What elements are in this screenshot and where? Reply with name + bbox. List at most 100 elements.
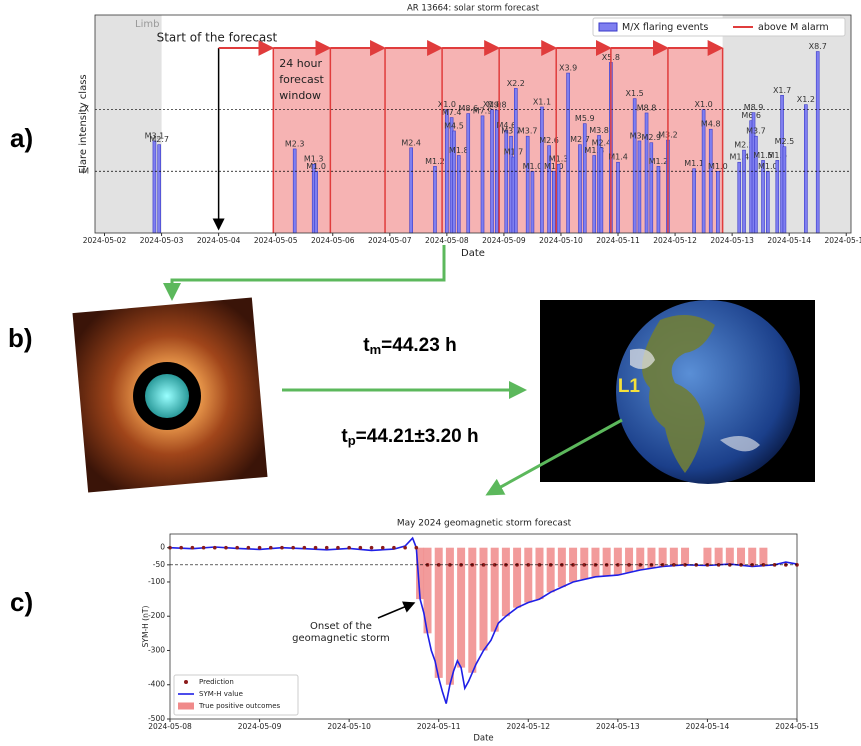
- flare-label: M1.3: [304, 155, 324, 164]
- flare-label: X1.1: [533, 97, 551, 106]
- flare-bar: [292, 148, 297, 234]
- flare-chart: AR 13664: solar storm forecastLimbLimbM3…: [78, 4, 861, 260]
- onset-annotation: geomagnetic storm: [292, 633, 390, 644]
- measured-transit: tm=44.23 h: [363, 335, 456, 357]
- flare-label: M2.6: [539, 136, 559, 145]
- prediction-dot: [537, 563, 542, 567]
- y-tick-label: -50: [153, 560, 165, 569]
- flare-bar: [314, 170, 318, 234]
- prediction-dot: [257, 545, 262, 550]
- y-tick-label: X: [84, 105, 89, 114]
- legend-label: SYM-H value: [199, 690, 243, 698]
- true-positive-bar: [636, 547, 645, 570]
- y-tick-label: 0: [160, 543, 165, 552]
- flare-label: M3.8: [589, 126, 609, 135]
- earth-image: [540, 300, 815, 484]
- prediction-dot: [224, 545, 228, 550]
- true-positive-bar: [490, 547, 499, 632]
- storm-chart: May 2024 geomagnetic storm forecast 0 -50 -…: [141, 519, 819, 744]
- flare-bar: [782, 146, 787, 234]
- legend-box: [173, 674, 299, 716]
- x-tick-label: 2024-05-10: [327, 722, 371, 731]
- flare-bar: [433, 166, 437, 234]
- y-axis-label: SYM-H (nT): [141, 606, 150, 648]
- true-positive-bar: [625, 547, 634, 573]
- limb-label: Limb: [135, 19, 159, 30]
- onset-arrow: [377, 601, 416, 619]
- legend-swatch: [178, 702, 194, 710]
- flare-label: M2.2: [734, 141, 754, 150]
- flare-label: M5.9: [575, 114, 595, 123]
- predicted-transit: tp=44.21±3.20 h: [341, 426, 478, 448]
- flare-label: X1.0: [695, 100, 713, 109]
- flare-bar: [656, 166, 661, 234]
- true-positive-bar: [416, 547, 425, 600]
- prediction-dot: [336, 545, 340, 550]
- legend-label: M/X flaring events: [622, 22, 708, 33]
- true-positive-bar: [501, 547, 510, 617]
- l1-label: L1: [618, 376, 641, 397]
- true-positive-bar: [513, 547, 522, 608]
- flare-bar: [466, 113, 471, 234]
- legend-box: [592, 17, 846, 37]
- forecast-window-label: window: [279, 89, 321, 102]
- flare-bar: [525, 135, 530, 234]
- x-tick-label: 2024-05-02: [83, 236, 127, 245]
- flare-bar: [742, 149, 746, 234]
- true-positive-bar: [658, 547, 667, 567]
- x-tick-label: 2024-05-12: [653, 236, 697, 245]
- flare-label: X8.7: [809, 42, 827, 51]
- prediction-dot: [190, 545, 195, 550]
- true-positive-bar: [703, 547, 712, 566]
- flare-label: M3.7: [746, 127, 766, 136]
- chart-title: May 2024 geomagnetic storm forecast: [397, 519, 572, 529]
- prediction-dot: [268, 545, 273, 550]
- x-tick-label: 2024-05-05: [254, 236, 298, 245]
- prediction-dot: [235, 545, 239, 550]
- prediction-dot: [492, 563, 497, 567]
- flare-label: M3.7: [518, 127, 538, 136]
- x-tick-label: 2024-05-04: [197, 236, 241, 245]
- flare-label: M1.4: [729, 153, 749, 162]
- prediction-dot: [392, 545, 396, 550]
- flare-label: M9.8: [487, 101, 507, 110]
- flare-label: X1.2: [797, 95, 815, 104]
- x-axis-label: Date: [461, 248, 485, 259]
- prediction-dot: [672, 563, 676, 567]
- flare-label: M1.3: [549, 155, 569, 164]
- y-tick-label: -200: [148, 611, 165, 620]
- flare-label: M2.7: [570, 135, 590, 144]
- x-tick-label: 2024-05-14: [686, 722, 730, 731]
- forecast-window-label: 24 hour: [279, 57, 322, 70]
- true-positive-bar: [737, 547, 746, 566]
- flare-label: M8.8: [637, 103, 657, 112]
- flare-bar: [644, 112, 649, 234]
- flare-bar: [616, 161, 620, 234]
- x-tick-label: 2024-05-03: [140, 236, 184, 245]
- onset-annotation: Onset of the: [310, 621, 372, 632]
- flare-bar: [409, 147, 413, 234]
- chart-title: AR 13664: solar storm forecast: [407, 4, 540, 14]
- flare-label: X2.2: [507, 79, 525, 88]
- prediction-dot: [582, 563, 587, 567]
- flare-label: M4.5: [444, 121, 464, 130]
- true-positive-bar: [681, 547, 690, 565]
- true-positive-bar: [557, 547, 566, 588]
- prediction-dot: [772, 563, 777, 567]
- flare-label: X3.9: [559, 64, 577, 73]
- flare-label: X1.0: [438, 100, 456, 109]
- flare-bar: [566, 72, 570, 234]
- flare-bar: [157, 144, 161, 234]
- flare-bar: [480, 115, 485, 234]
- x-tick-label: 2024-05-14: [767, 236, 811, 245]
- x-tick-label: 2024-05-13: [710, 236, 754, 245]
- prediction-dot: [526, 563, 531, 567]
- flare-label: M1.2: [425, 157, 445, 166]
- flare-label: M8.9: [744, 103, 764, 112]
- flare-label: M1.0: [306, 162, 326, 171]
- x-tick-label: 2024-05-07: [368, 236, 412, 245]
- flare-bar: [530, 170, 535, 234]
- true-positive-bar: [725, 547, 734, 565]
- flow-arrow: [485, 418, 623, 496]
